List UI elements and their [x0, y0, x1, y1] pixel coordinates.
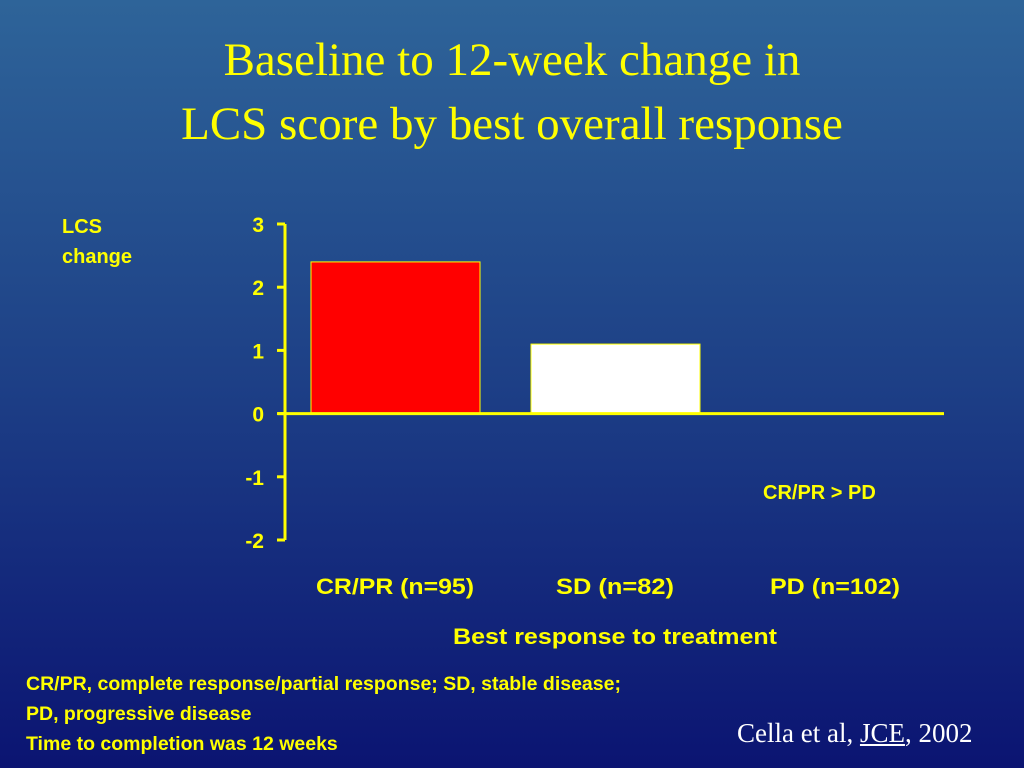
bar [530, 343, 701, 415]
y-tick-label: -1 [245, 467, 264, 490]
citation-authors: Cella et al, [737, 718, 860, 748]
slide-title: Baseline to 12-week change in LCS score … [0, 28, 1024, 156]
citation: Cella et al, JCE, 2002 [737, 718, 972, 749]
title-line-2: LCS score by best overall response [181, 98, 843, 150]
x-axis-title: Best response to treatment [453, 624, 778, 649]
x-category-label: CR/PR (n=95) [316, 574, 474, 599]
y-tick-label: 3 [252, 214, 264, 237]
y-tick-label: 1 [252, 340, 264, 363]
citation-journal: JCE [859, 718, 905, 748]
y-axis-label-line-2: change [62, 246, 132, 268]
footnote: CR/PR, complete response/partial respons… [26, 669, 621, 759]
footnote-line-3: Time to completion was 12 weeks [26, 733, 338, 755]
y-tick-label: 0 [252, 404, 264, 427]
bar [310, 261, 481, 415]
footnote-line-1: CR/PR, complete response/partial respons… [26, 673, 621, 695]
x-category-label: PD (n=102) [770, 574, 900, 599]
footnote-line-2: PD, progressive disease [26, 703, 252, 725]
y-tick-label: 2 [252, 277, 264, 300]
y-tick-label: -2 [245, 530, 264, 553]
chart-annotation: CR/PR > PD [763, 482, 876, 504]
title-line-1: Baseline to 12-week change in [223, 34, 801, 86]
y-axis-label-line-1: LCS [62, 216, 102, 238]
x-category-label: SD (n=82) [556, 574, 674, 599]
citation-year: , 2002 [904, 718, 973, 748]
